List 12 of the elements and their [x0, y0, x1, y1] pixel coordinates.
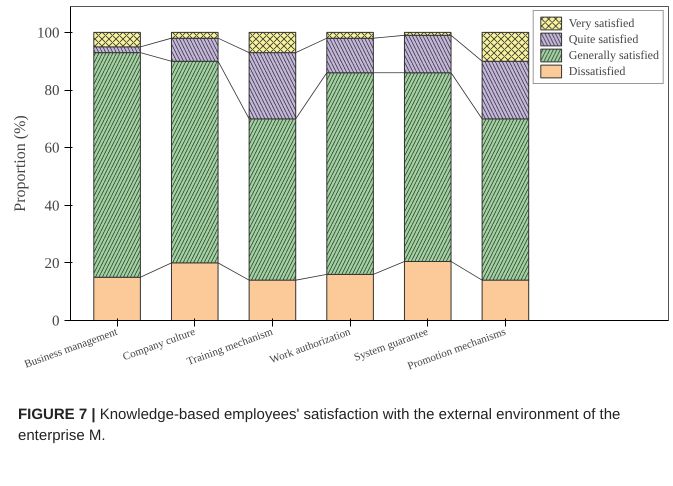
legend-label: Dissatisfied	[568, 64, 626, 78]
legend-label: Very satisfied	[568, 16, 634, 30]
y-tick-label: 100	[37, 25, 60, 42]
legend-label: Generally satisfied	[568, 48, 659, 62]
caption: FIGURE 7 | Knowledge-based employees' satisfaction with the external environment of the enterprise M.	[18, 405, 622, 446]
y-tick-label: 0	[52, 314, 60, 330]
y-axis-title: Proportion (%)	[12, 115, 29, 212]
y-tick-label: 60	[44, 140, 60, 157]
y-tick-label: 80	[44, 83, 60, 100]
y-tick-label: 40	[44, 198, 60, 214]
legend-label: Quite satisfied	[568, 32, 638, 46]
y-tick-label: 20	[44, 256, 60, 272]
